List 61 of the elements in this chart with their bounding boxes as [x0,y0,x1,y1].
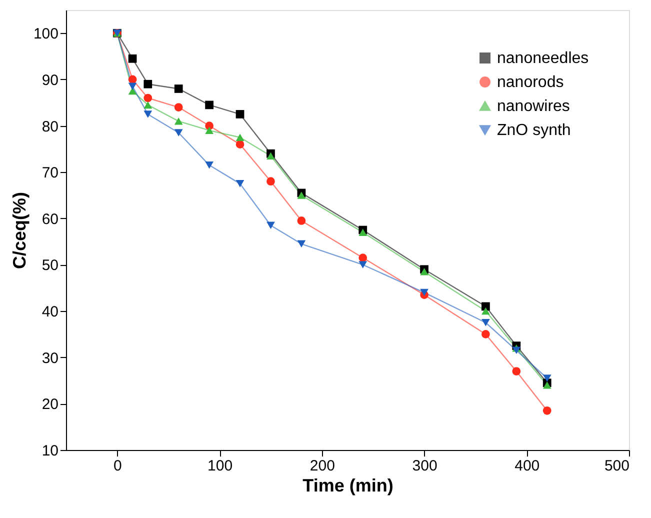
x-tick-label: 400 [514,458,540,474]
y-tick-label: 20 [42,396,58,414]
point [542,382,552,389]
x-tick-label: 100 [208,458,233,474]
point [482,302,490,311]
point [266,177,275,186]
point [297,192,306,199]
point [174,103,183,112]
point [358,228,368,236]
point [542,374,552,382]
point [420,268,428,276]
point [144,94,152,102]
point [297,240,306,248]
point [174,118,183,125]
point [144,80,152,88]
y-tick-label: 90 [42,72,58,89]
point [174,129,183,136]
point [482,307,490,315]
point [266,222,275,229]
legend-label: nanowires [497,98,570,115]
x-axis-title: Time (min) [302,476,394,496]
point [236,180,244,188]
y-tick-label: 100 [33,26,58,43]
point [144,101,152,109]
y-tick-label: 70 [42,164,58,182]
legend-label: nanoneedles [497,50,589,67]
legend-label: ZnO synth [497,122,571,139]
point [205,100,214,110]
point [482,330,490,338]
point [128,82,137,90]
point [128,54,137,63]
point [144,110,152,118]
y-axis-title: C/ceq(%) [9,192,30,270]
y-tick-label: 80 [42,118,58,136]
y-tick-label: 60 [42,210,58,228]
y-tick-label: 40 [42,304,58,321]
y-tick-label: 10 [42,442,58,460]
x-tick-label: 200 [310,458,335,474]
x-tick-label: 500 [604,458,630,474]
point [205,122,214,130]
point [236,134,244,141]
point [174,84,183,93]
point [512,346,521,354]
point [420,288,428,296]
point [358,254,368,262]
point [512,367,521,376]
y-tick-label: 50 [42,257,58,274]
y-tick-label: 30 [42,350,58,367]
point [297,216,306,225]
x-tick-label: 0 [114,458,122,474]
point [266,152,275,160]
point [542,406,552,415]
point [205,126,214,134]
x-tick-label: 300 [412,458,438,474]
point [482,319,490,326]
point [236,110,244,118]
point [128,75,137,84]
point [358,261,368,268]
point [236,140,244,148]
point [205,162,214,169]
legend-label: nanorods [497,74,564,91]
